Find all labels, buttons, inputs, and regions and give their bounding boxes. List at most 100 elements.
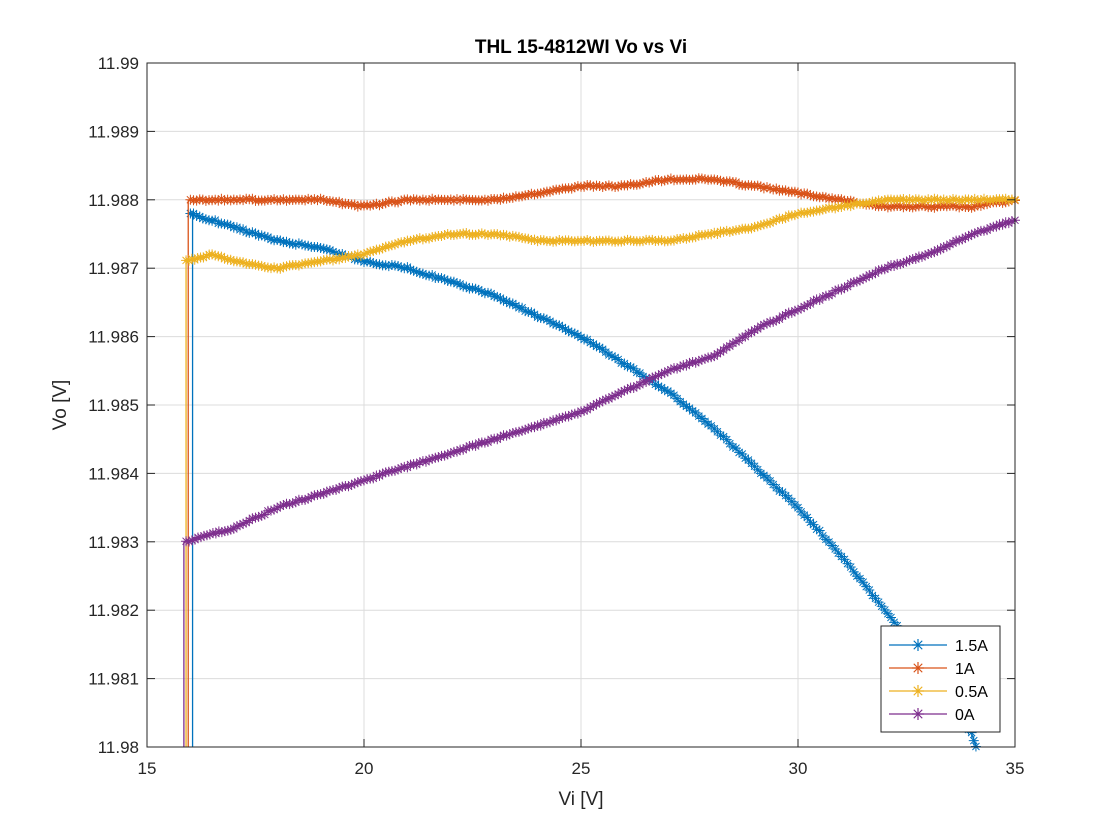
data-point xyxy=(250,512,261,523)
data-point xyxy=(727,338,738,349)
data-point xyxy=(399,237,410,248)
data-point xyxy=(594,397,605,408)
data-point xyxy=(287,238,298,249)
data-point xyxy=(563,235,574,246)
data-point xyxy=(901,256,912,267)
data-point xyxy=(588,339,599,350)
data-point xyxy=(603,235,614,246)
data-point xyxy=(458,444,469,455)
data-point xyxy=(752,221,763,232)
data-point xyxy=(1000,217,1011,228)
legend-item: 1.5A xyxy=(889,638,988,655)
data-point xyxy=(458,193,469,204)
data-point xyxy=(889,261,900,272)
data-point xyxy=(306,491,317,502)
data-point xyxy=(628,382,639,393)
data-point xyxy=(727,441,738,452)
data-point xyxy=(650,379,661,390)
data-point xyxy=(929,247,940,258)
x-tick-label: 30 xyxy=(789,759,808,778)
data-point xyxy=(755,220,766,231)
data-point xyxy=(1000,193,1011,204)
data-point xyxy=(498,192,509,203)
data-point xyxy=(238,195,249,206)
data-point xyxy=(501,230,512,241)
data-point xyxy=(247,193,258,204)
data-point xyxy=(247,227,258,238)
data-point xyxy=(566,183,577,194)
data-point xyxy=(572,181,583,192)
data-point xyxy=(731,443,741,454)
data-point xyxy=(913,201,924,212)
data-point xyxy=(898,202,909,213)
data-point xyxy=(786,307,797,318)
data-point xyxy=(749,325,760,336)
data-point xyxy=(715,175,726,186)
data-point xyxy=(873,597,884,608)
series-layer xyxy=(181,173,1020,752)
data-point xyxy=(303,193,314,204)
data-point xyxy=(461,442,472,453)
y-tick-label: 11.987 xyxy=(88,259,139,278)
data-point xyxy=(222,194,233,205)
data-point xyxy=(579,235,590,246)
data-point xyxy=(669,235,679,246)
data-point xyxy=(225,254,236,265)
y-tick-label: 11.981 xyxy=(88,670,139,689)
data-point xyxy=(886,201,896,212)
data-point xyxy=(820,192,831,203)
data-point xyxy=(532,236,543,247)
data-point xyxy=(290,239,301,250)
data-point xyxy=(380,198,391,209)
data-point xyxy=(793,502,803,513)
data-point xyxy=(470,229,481,240)
data-point xyxy=(256,260,267,271)
data-point xyxy=(703,419,714,430)
data-point xyxy=(337,199,348,210)
data-point xyxy=(796,189,807,200)
data-point xyxy=(408,265,419,276)
data-point xyxy=(201,251,212,262)
data-point xyxy=(607,391,617,402)
data-point xyxy=(690,357,701,368)
legend-item: 1A xyxy=(889,661,975,678)
data-point xyxy=(548,318,559,329)
data-point xyxy=(970,741,981,752)
data-point xyxy=(318,488,329,499)
data-point xyxy=(588,236,599,247)
data-point xyxy=(665,388,676,399)
data-point xyxy=(548,185,559,196)
data-point xyxy=(476,195,487,206)
data-point xyxy=(359,249,369,260)
data-point xyxy=(210,250,221,261)
data-point xyxy=(470,283,481,294)
data-point xyxy=(455,228,466,239)
data-point xyxy=(594,342,605,353)
data-point xyxy=(675,234,686,245)
data-point xyxy=(244,227,255,238)
data-point xyxy=(864,585,875,596)
data-point xyxy=(622,234,633,245)
data-point xyxy=(216,527,227,538)
data-point xyxy=(554,184,565,195)
data-point xyxy=(231,195,242,206)
data-point xyxy=(331,484,342,495)
data-point xyxy=(709,351,720,362)
data-point xyxy=(225,524,236,535)
data-point xyxy=(746,327,757,338)
data-point xyxy=(793,208,803,219)
data-point xyxy=(957,195,968,206)
x-tick-label: 15 xyxy=(138,759,157,778)
data-point xyxy=(845,562,856,573)
data-point xyxy=(579,405,590,416)
data-point xyxy=(619,235,630,246)
data-point xyxy=(957,200,968,211)
data-point xyxy=(675,361,686,372)
data-point xyxy=(266,263,276,274)
data-point xyxy=(969,193,980,204)
data-point xyxy=(309,194,320,205)
data-point xyxy=(498,229,509,240)
data-point xyxy=(476,228,487,239)
data-point xyxy=(448,195,459,206)
